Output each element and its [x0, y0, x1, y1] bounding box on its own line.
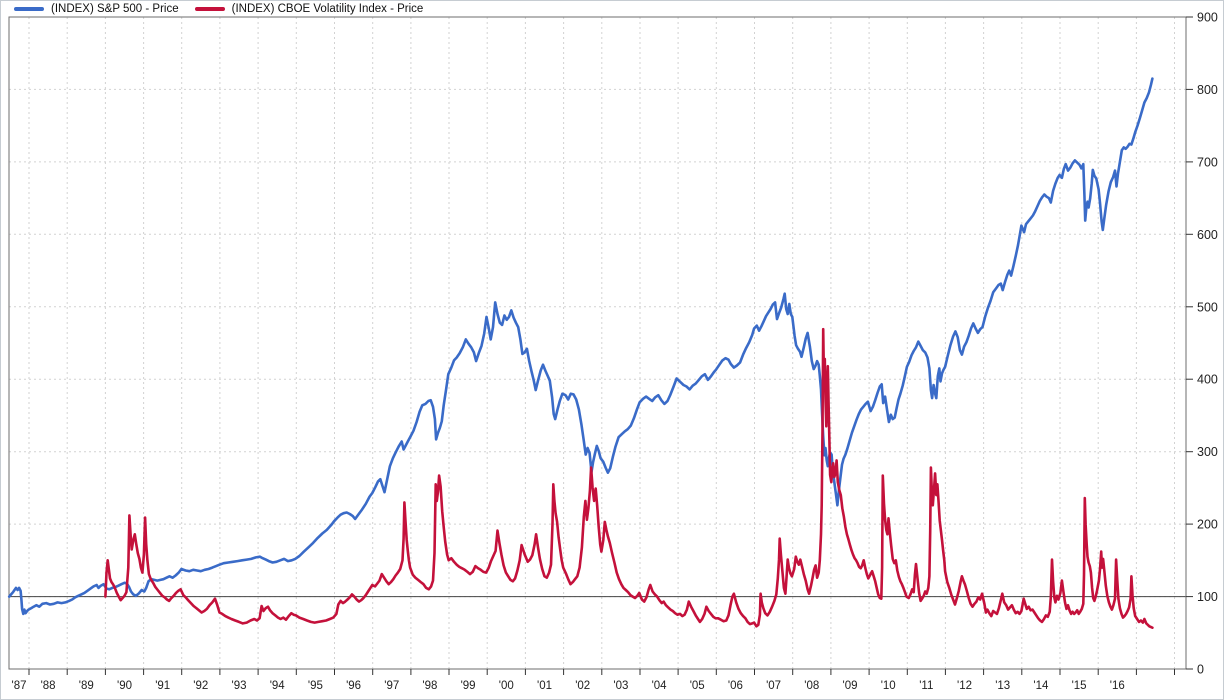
y-axis-tick-label: 0	[1197, 663, 1204, 677]
x-axis-tick-label: '97	[384, 680, 399, 692]
legend-item-sp500[interactable]: (INDEX) S&P 500 - Price	[14, 3, 179, 15]
x-axis-tick-label: '15	[1072, 680, 1087, 692]
x-axis-tick-label: '02	[575, 680, 590, 692]
vix-legend-label: (INDEX) CBOE Volatility Index - Price	[231, 3, 424, 15]
plot-border	[8, 16, 1187, 670]
x-axis-tick-label: '99	[461, 680, 476, 692]
x-axis-tick-label: '06	[728, 680, 743, 692]
x-axis-tick-label: '98	[422, 680, 437, 692]
x-axis-tick-label: '05	[690, 680, 705, 692]
x-axis-tick-label: '89	[79, 680, 94, 692]
x-axis-tick-label: '95	[308, 680, 323, 692]
x-axis-tick-label: '92	[193, 680, 208, 692]
x-axis-tick-label: '88	[41, 680, 56, 692]
y-axis-tick-label: 900	[1197, 11, 1218, 25]
x-axis-tick-label: '96	[346, 680, 361, 692]
x-axis-tick-label: '01	[537, 680, 552, 692]
x-axis-tick-label: '13	[995, 680, 1010, 692]
y-axis-tick-label: 700	[1197, 155, 1218, 169]
x-axis-tick-label: '16	[1110, 680, 1125, 692]
chart-legend: (INDEX) S&P 500 - Price (INDEX) CBOE Vol…	[14, 3, 423, 15]
y-axis-tick-label: 400	[1197, 373, 1218, 387]
x-axis-tick-label: '03	[613, 680, 628, 692]
legend-item-vix[interactable]: (INDEX) CBOE Volatility Index - Price	[194, 3, 424, 15]
x-axis-tick-label: '07	[766, 680, 781, 692]
y-axis-tick-label: 200	[1197, 518, 1218, 532]
x-axis-tick-label: '93	[232, 680, 247, 692]
x-axis-tick-label: '12	[957, 680, 972, 692]
x-axis-tick-label: '14	[1033, 680, 1049, 692]
x-axis-tick-label: '11	[919, 680, 933, 692]
x-axis-tick-label: '94	[270, 680, 286, 692]
sp500-series-line[interactable]	[7, 77, 1154, 616]
sp500-line-swatch	[14, 7, 44, 11]
x-axis-tick-label: '87	[12, 680, 27, 692]
y-axis-tick-label: 800	[1197, 83, 1218, 97]
y-axis-tick-label: 600	[1197, 228, 1218, 242]
y-axis-tick-label: 300	[1197, 445, 1218, 459]
x-axis-tick-label: '10	[881, 680, 896, 692]
y-axis-tick-label: 500	[1197, 300, 1218, 314]
x-axis-tick-label: '00	[499, 680, 514, 692]
x-axis-tick-label: '08	[804, 680, 819, 692]
x-axis-tick-label: '04	[652, 680, 668, 692]
vix-line-swatch	[194, 7, 225, 11]
x-axis-tick-label: '90	[117, 680, 132, 692]
x-axis-tick-label: '91	[155, 680, 170, 692]
x-axis-tick-label: '09	[843, 680, 858, 692]
y-axis-tick-label: 100	[1197, 590, 1218, 604]
vix-series-line[interactable]	[104, 327, 1154, 630]
sp500-legend-label: (INDEX) S&P 500 - Price	[51, 3, 179, 15]
